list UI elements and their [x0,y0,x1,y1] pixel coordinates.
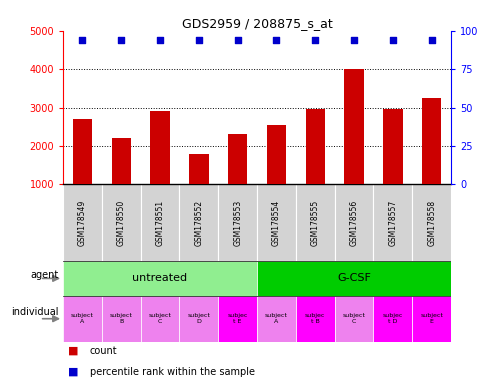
Bar [102,184,140,261]
Bar [257,184,295,261]
Bar [218,184,257,261]
Text: untreated: untreated [132,273,187,283]
Bar [334,184,373,261]
Text: percentile rank within the sample: percentile rank within the sample [90,367,254,377]
Text: agent: agent [30,270,58,280]
Point [349,37,357,43]
Bar [373,296,411,342]
Point [156,37,164,43]
Bar [179,296,218,342]
Text: subject
C: subject C [342,313,365,324]
Point [195,37,202,43]
Bar [257,261,450,296]
Bar [344,69,363,184]
Text: subjec
t B: subjec t B [304,313,325,324]
Text: G-CSF: G-CSF [336,273,370,283]
Point [272,37,280,43]
Bar [140,296,179,342]
Text: subjec
t D: subjec t D [382,313,402,324]
Text: count: count [90,346,117,356]
Text: GSM178557: GSM178557 [388,200,396,246]
Bar [373,184,411,261]
Text: individual: individual [11,307,58,317]
Bar [63,296,102,342]
Bar [266,125,286,184]
Bar [140,184,179,261]
Bar [334,296,373,342]
Text: GSM178550: GSM178550 [117,200,125,246]
Text: ■: ■ [68,367,78,377]
Text: GSM178549: GSM178549 [78,200,87,246]
Bar [295,184,334,261]
Bar [382,109,402,184]
Text: GSM178554: GSM178554 [272,200,280,246]
Bar [63,184,102,261]
Bar [218,296,257,342]
Title: GDS2959 / 208875_s_at: GDS2959 / 208875_s_at [182,17,332,30]
Bar [227,134,247,184]
Text: subject
A: subject A [71,313,94,324]
Point [427,37,435,43]
Bar [411,296,450,342]
Bar [63,261,257,296]
Text: subject
D: subject D [187,313,210,324]
Bar [150,111,169,184]
Point [311,37,318,43]
Bar [111,138,131,184]
Text: GSM178558: GSM178558 [426,200,435,246]
Point [388,37,396,43]
Text: GSM178551: GSM178551 [155,200,164,246]
Text: subject
E: subject E [419,313,442,324]
Text: ■: ■ [68,346,78,356]
Text: subject
B: subject B [109,313,133,324]
Bar [305,109,324,184]
Text: GSM178556: GSM178556 [349,200,358,246]
Text: subject
A: subject A [264,313,287,324]
Text: GSM178553: GSM178553 [233,200,242,246]
Bar [421,98,440,184]
Bar [73,119,92,184]
Point [117,37,125,43]
Bar [295,296,334,342]
Text: GSM178555: GSM178555 [310,200,319,246]
Text: subject
C: subject C [148,313,171,324]
Bar [102,296,140,342]
Bar [179,184,218,261]
Text: GSM178552: GSM178552 [194,200,203,246]
Point [78,37,86,43]
Point [233,37,241,43]
Bar [257,296,295,342]
Text: subjec
t E: subjec t E [227,313,247,324]
Bar [189,154,208,184]
Bar [411,184,450,261]
